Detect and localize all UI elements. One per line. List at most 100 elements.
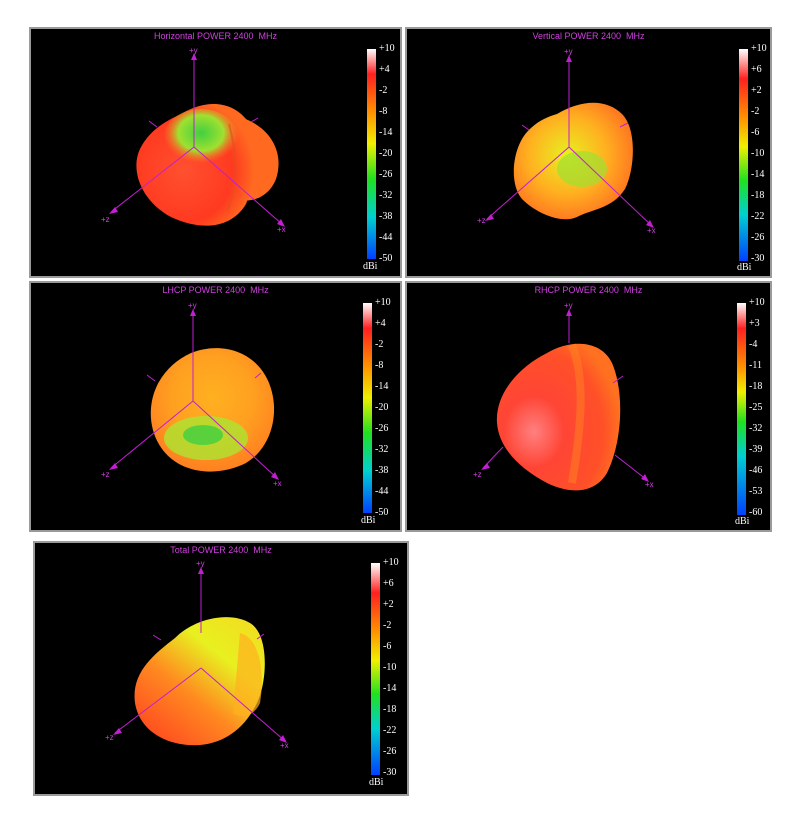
y-axis-label: +y — [188, 301, 197, 310]
horizontal-power-panel: Horizontal POWER 2400 MHz +y +x +z +10 +… — [29, 27, 402, 278]
pattern-green-region — [163, 109, 239, 169]
colorbar-ticks: +10 +4 -2 -8 -14 -20 -26 -32 -38 -44 -50 — [379, 43, 400, 264]
colorbar-unit: dBi — [363, 261, 378, 272]
x-axis-arrowhead — [271, 472, 279, 480]
colorbar-tick: -2 — [379, 85, 388, 96]
pattern-right-lobe — [233, 633, 262, 716]
colorbar-tick: -6 — [751, 127, 760, 138]
pattern-surface — [134, 617, 265, 746]
colorbar-tick: +10 — [383, 557, 399, 568]
panel-title: Total POWER 2400 MHz — [170, 545, 272, 555]
x-axis-arrowhead — [277, 219, 285, 227]
x-axis-label: +x — [273, 479, 282, 488]
colorbar-tick: +10 — [751, 43, 767, 54]
colorbar-tick: -44 — [379, 232, 393, 243]
panel-title: LHCP POWER 2400 MHz — [162, 285, 269, 295]
colorbar-tick: -10 — [383, 662, 397, 673]
axes-lines — [114, 571, 286, 742]
colorbar-tick: -20 — [379, 148, 393, 159]
colorbar-tick: +4 — [379, 64, 390, 75]
z-axis-arrowhead — [109, 207, 118, 214]
colorbar-tick: -14 — [375, 381, 389, 392]
axes-lines — [110, 57, 284, 226]
horizontal-pattern-plot — [109, 53, 285, 227]
colorbar-tick: -14 — [383, 683, 397, 694]
colorbar-ticks: +10 +6 +2 -2 -6 -10 -14 -18 -22 -26 -30 — [751, 43, 770, 264]
colorbar-tick: -26 — [379, 169, 393, 180]
y-axis-label: +y — [189, 46, 198, 55]
rhcp-pattern-plot — [481, 309, 649, 491]
colorbar-tick: +10 — [749, 297, 765, 308]
colorbar — [371, 563, 380, 775]
colorbar — [367, 49, 376, 259]
colorbar-ticks: +10 +3 -4 -11 -18 -25 -32 -39 -46 -53 -6… — [749, 297, 770, 518]
colorbar-tick: +6 — [383, 578, 394, 589]
pattern-orange-ridge — [568, 343, 585, 484]
colorbar-tick: -38 — [375, 465, 389, 476]
x-axis-label: +x — [280, 741, 289, 750]
colorbar-ticks: +10 +4 -2 -8 -14 -20 -26 -32 -38 -44 -50 — [375, 298, 399, 518]
colorbar-tick: -20 — [375, 402, 389, 413]
colorbar-tick: -6 — [383, 641, 392, 652]
z-axis-label: +z — [105, 733, 114, 742]
colorbar-tick: -14 — [379, 127, 393, 138]
colorbar-tick: -38 — [379, 211, 393, 222]
colorbar-tick: +10 — [375, 297, 391, 308]
panel-title: Vertical POWER 2400 MHz — [532, 31, 645, 41]
y-axis-arrowhead — [566, 309, 572, 316]
colorbar-tick: -26 — [383, 746, 397, 757]
colorbar-tick: -14 — [751, 169, 765, 180]
x-axis-arrowhead — [279, 735, 287, 743]
colorbar-tick: -10 — [751, 148, 765, 159]
colorbar-tick: +10 — [379, 43, 395, 54]
z-axis-arrowhead — [109, 463, 118, 470]
colorbar-tick: -2 — [751, 106, 760, 117]
z-axis-label: +z — [477, 216, 486, 225]
colorbar-tick: +2 — [751, 85, 762, 96]
colorbar-ticks: +10 +6 +2 -2 -6 -10 -14 -18 -22 -26 -30 — [383, 557, 407, 780]
colorbar-tick: +4 — [375, 318, 386, 329]
colorbar-tick: -2 — [383, 620, 392, 631]
colorbar-tick: -22 — [751, 211, 765, 222]
total-power-panel: Total POWER 2400 MHz +y +x +z +10 +6 +2 … — [33, 541, 409, 796]
pattern-green-region — [557, 151, 607, 187]
colorbar-tick: -39 — [749, 444, 763, 455]
rhcp-power-panel: RHCP POWER 2400 MHz +y +x +z +10 +3 -4 -… — [405, 281, 772, 532]
pattern-surface — [496, 343, 621, 491]
y-axis-label: +y — [196, 559, 205, 568]
y-axis-arrowhead — [191, 53, 197, 60]
axes-lines — [110, 313, 278, 479]
colorbar-tick: -32 — [379, 190, 393, 201]
z-axis-label: +z — [101, 215, 110, 224]
colorbar-tick: -30 — [383, 767, 397, 778]
x-axis-label: +x — [277, 225, 286, 234]
y-axis-label: +y — [564, 301, 573, 310]
panel-title: Horizontal POWER 2400 MHz — [153, 31, 278, 41]
colorbar-unit: dBi — [737, 262, 752, 273]
lhcp-pattern-plot — [109, 309, 279, 480]
colorbar-tick: -18 — [383, 704, 397, 715]
colorbar-tick: -44 — [375, 486, 389, 497]
colorbar-unit: dBi — [361, 515, 376, 526]
colorbar-tick: -11 — [749, 360, 762, 371]
colorbar-tick: -46 — [749, 465, 763, 476]
x-axis-label: +x — [647, 226, 656, 235]
vertical-pattern-plot — [485, 55, 654, 228]
colorbar-tick: -22 — [383, 725, 397, 736]
vertical-power-panel: Vertical POWER 2400 MHz +y +x +z +10 +6 … — [405, 27, 772, 278]
colorbar-tick: +6 — [751, 64, 762, 75]
colorbar-tick: -4 — [749, 339, 758, 350]
colorbar-tick: -50 — [375, 507, 389, 518]
z-axis-arrowhead — [485, 214, 494, 221]
z-axis-arrowhead — [481, 463, 490, 470]
colorbar-tick: -18 — [749, 381, 763, 392]
colorbar-tick: -18 — [751, 190, 765, 201]
colorbar-unit: dBi — [369, 777, 384, 788]
colorbar-tick: -32 — [749, 423, 763, 434]
x-axis-label: +x — [645, 480, 654, 489]
colorbar-unit: dBi — [735, 516, 750, 527]
lhcp-power-panel: LHCP POWER 2400 MHz +y +x +z +10 +4 -2 -… — [29, 281, 402, 532]
colorbar-tick: -25 — [749, 402, 763, 413]
axes-lines — [486, 59, 653, 227]
colorbar — [363, 303, 372, 513]
